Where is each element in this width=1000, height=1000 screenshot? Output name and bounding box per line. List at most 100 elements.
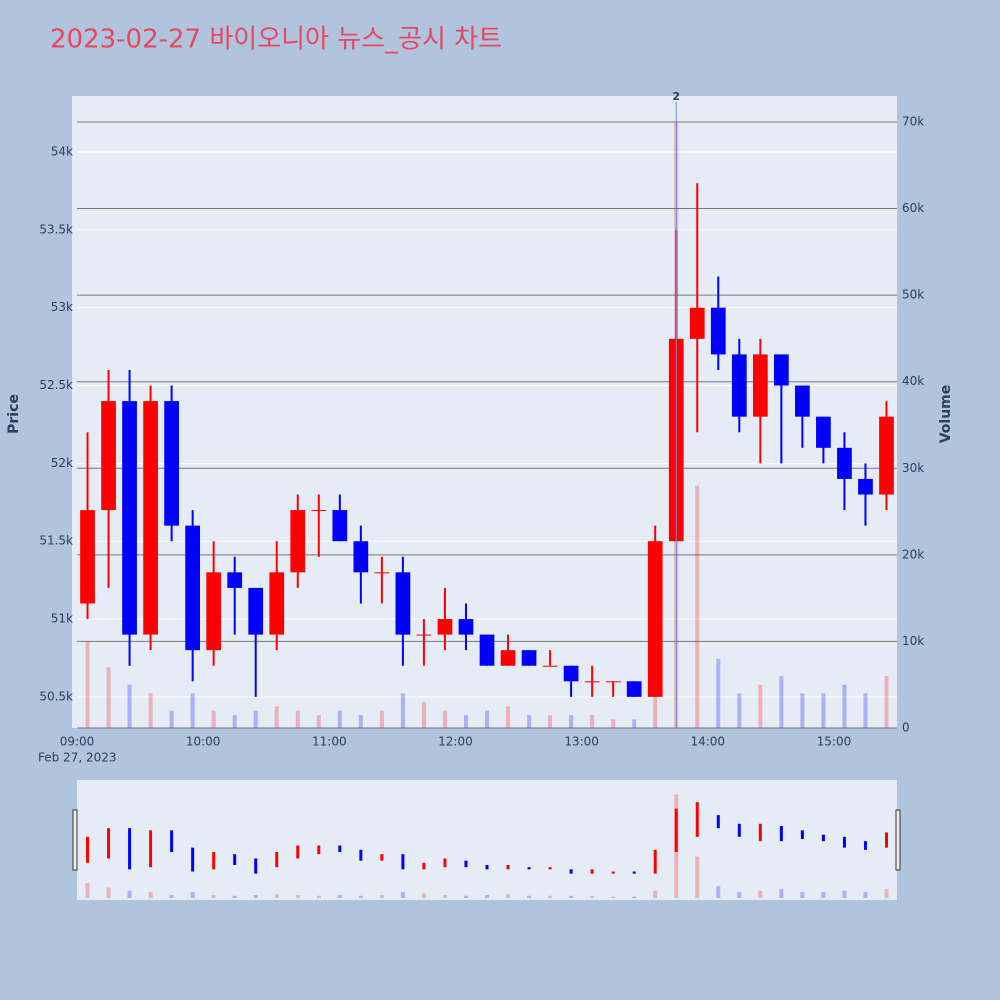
volume-bar: [527, 715, 532, 728]
mini-volume-bar: [85, 883, 90, 898]
y-axis-label: Price: [6, 394, 22, 434]
mini-volume-bar: [106, 887, 111, 898]
mini-volume-bar: [148, 892, 153, 898]
volume-bar: [884, 676, 889, 728]
candle-body: [290, 510, 306, 573]
candle-body: [101, 401, 116, 511]
y2-tick-label: 40k: [902, 374, 924, 388]
mini-volume-bar: [358, 895, 363, 898]
candle-body: [80, 510, 95, 604]
candle-body: [731, 354, 747, 417]
volume-bar: [253, 710, 258, 728]
chart-title: 2023-02-27 바이오니아 뉴스_공시 차트: [50, 25, 502, 55]
mini-volume-bar: [506, 894, 511, 898]
mini-volume-bar: [211, 895, 216, 898]
x-tick-label: 15:00: [817, 735, 852, 749]
candle-body: [858, 478, 873, 495]
y-tick-label: 53k: [51, 300, 73, 314]
candle-body: [689, 307, 705, 339]
volume-bar: [548, 715, 553, 728]
volume-bar: [863, 693, 868, 728]
candle-body: [647, 541, 663, 697]
y-tick-label: 50.5k: [39, 689, 73, 703]
mini-volume-bar: [863, 892, 868, 898]
slider-handle[interactable]: [72, 809, 78, 871]
mini-volume-bar: [653, 890, 658, 898]
mini-volume-bar: [695, 856, 700, 898]
mini-volume-bar: [379, 895, 384, 898]
volume-bar: [337, 710, 342, 728]
candle-body: [479, 634, 495, 666]
y-tick-label: 51k: [51, 612, 73, 626]
volume-bar: [106, 667, 111, 728]
volume-bar: [358, 715, 363, 728]
mini-volume-bar: [274, 894, 279, 898]
volume-bar: [485, 710, 489, 728]
candle-body: [774, 354, 789, 386]
volume-bar: [632, 719, 637, 728]
candle-body: [626, 681, 642, 697]
volume-bar: [190, 693, 195, 728]
mini-volume-bar: [569, 895, 574, 898]
volume-bar: [295, 710, 300, 728]
volume-bar: [821, 693, 826, 728]
y-tick-label: 51.5k: [39, 534, 73, 548]
y2-tick-label: 70k: [902, 114, 924, 128]
mini-volume-bar: [421, 893, 426, 898]
annotation: 2: [672, 90, 680, 103]
y-tick-label: 52k: [51, 456, 73, 470]
candle-body: [816, 416, 831, 448]
y2-axis-label: Volume: [938, 385, 954, 444]
slider-handle[interactable]: [895, 809, 901, 871]
volume-bar: [169, 710, 174, 728]
mini-volume-bar: [400, 892, 405, 898]
mini-volume-bar: [316, 895, 321, 898]
x-tick-label: 14:00: [690, 735, 725, 749]
candle-body: [795, 385, 810, 417]
mini-volume-bar: [779, 889, 784, 898]
candle-body: [542, 665, 558, 667]
candle-body: [605, 681, 621, 683]
volume-bar: [316, 715, 321, 728]
volume-bar: [506, 706, 511, 728]
mini-volume-bar: [821, 892, 826, 898]
y-tick-label: 52.5k: [39, 378, 73, 392]
volume-bar: [695, 485, 700, 728]
candle-body: [563, 665, 579, 682]
mini-volume-bar: [884, 889, 889, 898]
candle-body: [248, 587, 264, 635]
range-slider[interactable]: [77, 780, 897, 900]
x-sublabel: Feb 27, 2023: [38, 751, 117, 765]
mini-volume-bar: [527, 895, 532, 898]
volume-bar: [842, 684, 847, 728]
candle-body: [416, 634, 432, 636]
volume-bar: [611, 719, 616, 728]
volume-bar: [442, 710, 447, 728]
candle-body: [164, 401, 179, 526]
mini-volume-bar: [295, 895, 300, 898]
volume-bar: [590, 715, 595, 728]
candle-body: [752, 354, 768, 417]
candle-body: [353, 541, 369, 573]
mini-volume-bar: [632, 896, 637, 898]
x-tick-label: 13:00: [564, 735, 599, 749]
volume-bar: [737, 693, 742, 728]
volume-bar: [400, 693, 405, 728]
candle-body: [521, 650, 537, 666]
mini-volume-bar: [548, 895, 553, 898]
volume-bar: [148, 693, 153, 728]
volume-bar: [127, 684, 132, 728]
mini-volume-bar: [169, 895, 174, 898]
mini-volume-bar: [842, 890, 847, 898]
volume-bar: [379, 710, 384, 728]
mini-volume-bar: [127, 890, 132, 898]
volume-bar: [653, 684, 658, 728]
y2-tick-label: 10k: [902, 634, 924, 648]
mini-volume-bar: [442, 895, 447, 898]
y-tick-label: 53.5k: [39, 222, 73, 236]
mini-volume-bar: [737, 892, 742, 898]
mini-volume-bar: [758, 890, 763, 898]
candle-body: [122, 401, 137, 635]
x-tick-label: 09:00: [60, 735, 95, 749]
y2-tick-label: 50k: [902, 288, 924, 302]
